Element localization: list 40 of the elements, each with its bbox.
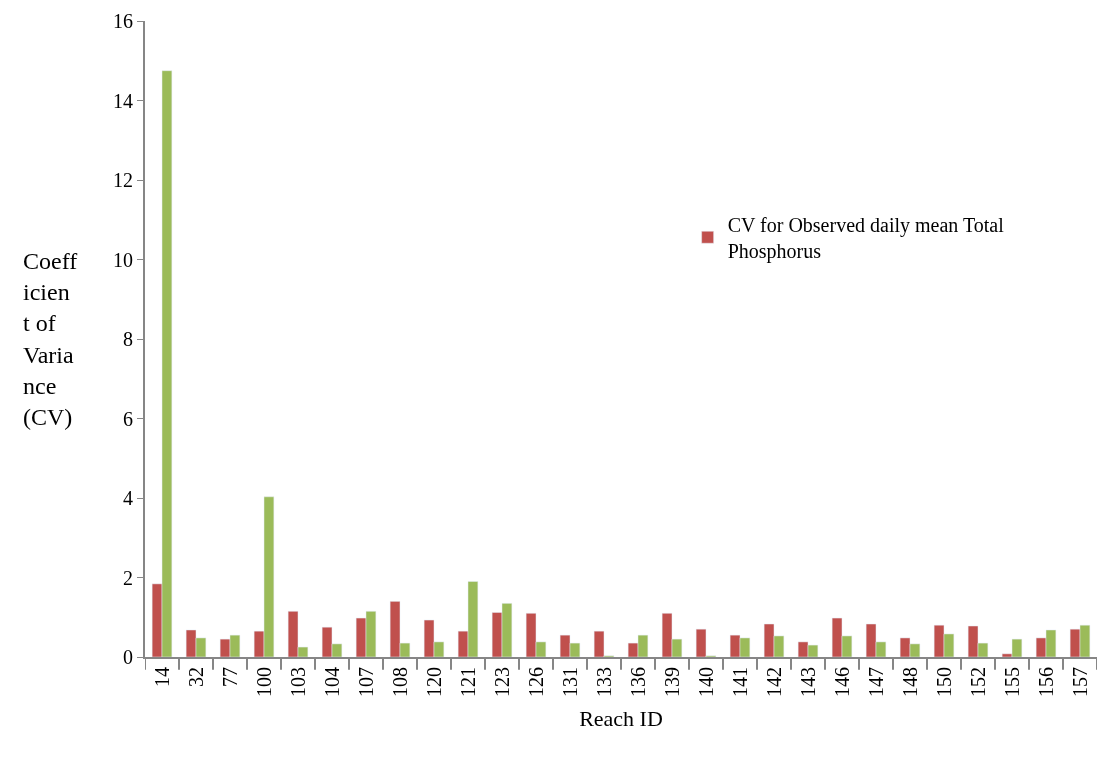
x-tick-label: 140 [694, 667, 717, 697]
y-tick-label: 12 [113, 169, 133, 191]
x-tick-label: 104 [320, 667, 343, 697]
y-tick-label: 14 [113, 89, 133, 112]
x-tick-label: 103 [286, 667, 309, 697]
x-tick-label: 139 [660, 667, 683, 697]
x-tick-label: 120 [422, 667, 445, 697]
x-tick-label: 131 [558, 667, 581, 697]
x-tick-label: 100 [252, 667, 275, 697]
x-tick-label: 157 [1068, 667, 1091, 697]
x-tick-label: 107 [354, 667, 377, 697]
x-tick-label: 108 [388, 667, 411, 697]
x-tick-label: 147 [864, 667, 887, 697]
x-tick-label: 155 [1000, 667, 1023, 697]
x-tick-label: 14 [150, 667, 173, 687]
x-tick-label: 121 [456, 667, 479, 697]
x-tick-label: 152 [966, 667, 989, 697]
legend-label: CV for Observed daily mean Total Phosphorus [727, 214, 1005, 264]
x-tick-label: 150 [932, 667, 955, 697]
y-tick-label: 16 [113, 10, 133, 32]
x-tick-label: 148 [898, 667, 921, 697]
y-axis-title: Coefficient of Variance (CV) [23, 248, 78, 430]
x-tick-label: 143 [796, 667, 819, 697]
x-tick-label: 146 [830, 667, 853, 697]
x-axis-title: Reach ID [579, 706, 663, 732]
x-tick-label: 126 [524, 667, 547, 697]
x-tick-label: 141 [728, 667, 751, 697]
y-tick-label: 4 [123, 487, 133, 509]
x-tick-label: 136 [626, 667, 649, 697]
y-tick-label: 10 [113, 248, 133, 271]
x-tick-label: 142 [762, 667, 785, 697]
y-tick-label: 2 [123, 566, 133, 589]
x-tick-label: 133 [592, 667, 615, 697]
y-tick-label: 8 [123, 328, 133, 350]
x-tick-label: 77 [218, 667, 241, 687]
y-tick-label: 6 [123, 407, 133, 430]
x-tick-label: 32 [184, 667, 207, 687]
x-tick-label: 123 [490, 667, 513, 697]
x-tick-label: 156 [1034, 667, 1057, 697]
y-tick-label: 0 [123, 646, 133, 668]
